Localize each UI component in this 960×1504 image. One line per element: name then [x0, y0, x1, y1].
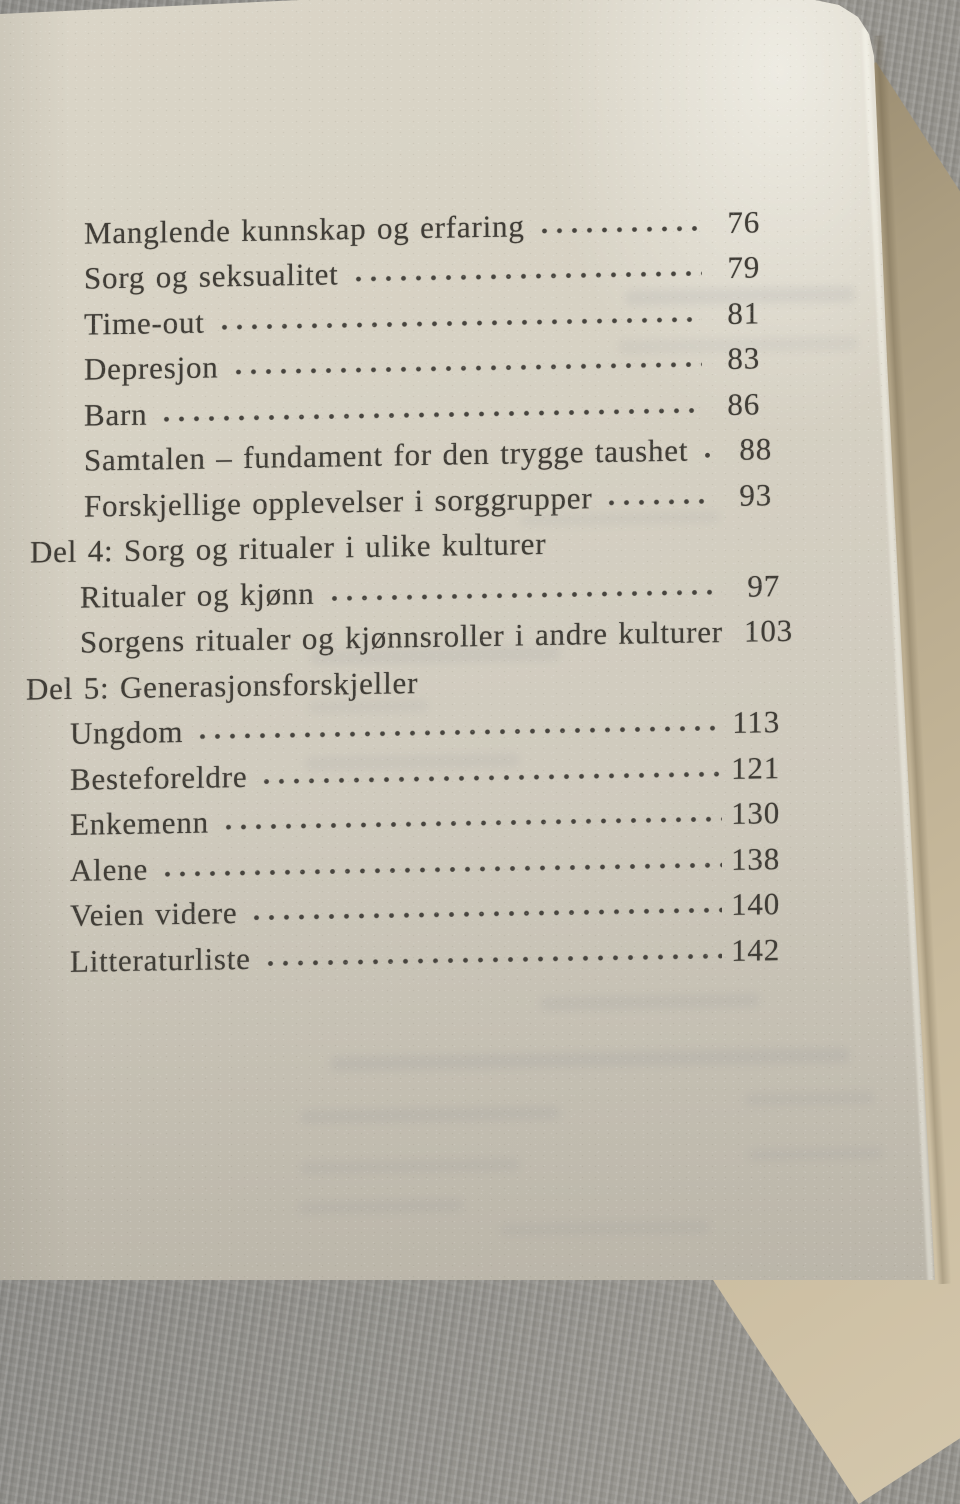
bleed-through-line [744, 1090, 876, 1107]
toc-page-number: 97 [747, 568, 780, 604]
bleed-through-line [299, 1105, 561, 1125]
toc: Manglende kunnskap og erfaring 76 Sorg og … [0, 193, 800, 980]
toc-page-number: 121 [731, 750, 780, 786]
toc-page-number: 142 [731, 932, 780, 968]
dot-leader [259, 770, 722, 785]
dot-leader [216, 315, 702, 330]
dot-leader [159, 406, 702, 422]
toc-entry-label: Ungdom [70, 714, 184, 752]
dot-leader [249, 907, 722, 921]
toc-page-number: 140 [731, 886, 780, 923]
dot-leader [195, 725, 722, 740]
toc-page-number: 76 [727, 204, 760, 240]
dot-leader [350, 270, 702, 283]
dot-leader [160, 861, 722, 877]
toc-entry-label: Manglende kunnskap og erfaring [84, 208, 525, 251]
toc-page-number: 86 [727, 386, 760, 422]
toc-entry-label: Sorg og seksualitet [84, 256, 339, 297]
toc-entry-label: Barn [84, 396, 148, 433]
toc-page-number: 138 [731, 841, 780, 877]
toc-entry-label: Enkemenn [70, 804, 209, 843]
bleed-through-line [499, 1220, 711, 1237]
dot-leader [262, 952, 722, 967]
toc-page-number: 103 [744, 613, 793, 650]
book-page: Manglende kunnskap og erfaring 76 Sorg og … [0, 0, 935, 1280]
toc-entry-label: Alene [70, 851, 149, 888]
toc-entry-label: Time-out [84, 304, 205, 342]
dot-leader [536, 224, 702, 234]
toc-page-number: 79 [727, 249, 760, 286]
bleed-through-line [329, 1047, 851, 1072]
bleed-through-line [297, 1198, 464, 1215]
toc-page-number: 83 [727, 340, 760, 377]
bleed-through-line [299, 1158, 521, 1175]
toc-page-number: 130 [731, 795, 780, 832]
toc-page-number: 113 [732, 704, 780, 741]
toc-page-number: 81 [727, 295, 760, 331]
toc-entry-label: Litteraturliste [70, 940, 251, 979]
toc-page-number: 88 [739, 431, 772, 468]
toc-entry-label: Ritualer og kjønn [80, 575, 315, 615]
toc-entry-label: Depresjon [84, 349, 219, 388]
toc-entry-label: Veien videre [70, 895, 238, 934]
bleed-through-line [539, 993, 761, 1011]
toc-page-number: 93 [739, 477, 772, 513]
bleed-through-line [747, 1146, 884, 1162]
toc-entry-label: Besteforeldre [70, 758, 248, 797]
dot-leader [220, 816, 722, 831]
toc-entry-label: Del 5: Generasjonsforskjeller [26, 665, 419, 707]
dot-leader [230, 361, 702, 376]
dot-leader [700, 452, 714, 459]
dot-leader [604, 497, 714, 506]
dot-leader [326, 588, 722, 602]
